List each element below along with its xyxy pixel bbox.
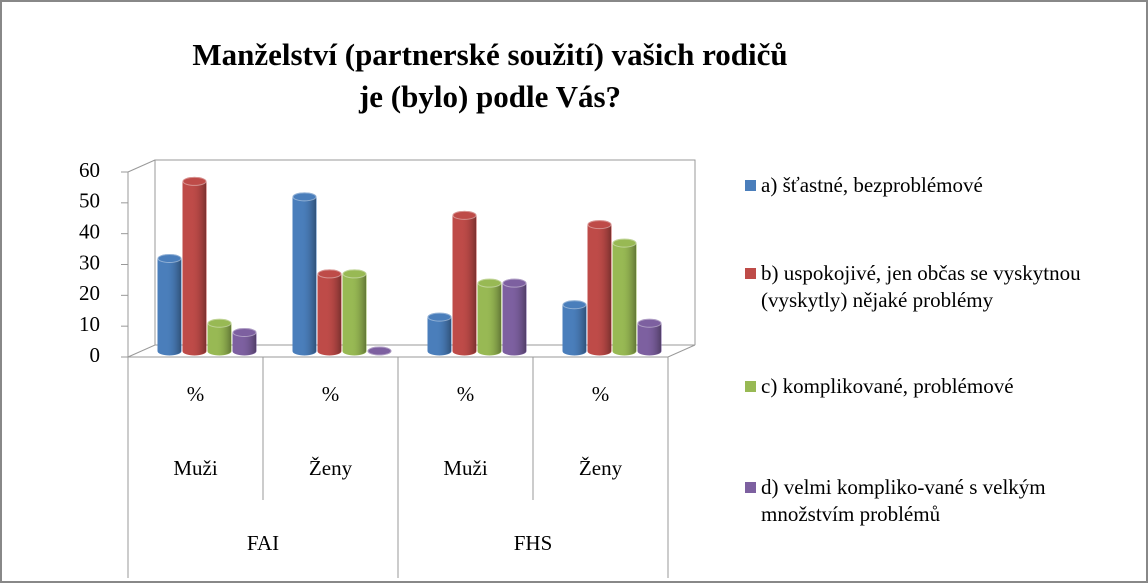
bar-top — [157, 254, 182, 263]
y-tick-label: 0 — [90, 343, 101, 367]
bar-top — [367, 346, 392, 356]
bar-shade — [503, 279, 526, 355]
bar-top — [587, 220, 612, 230]
bar-top — [342, 269, 367, 279]
x-subcategory-label: Ženy — [579, 456, 623, 480]
bar-top — [637, 318, 662, 328]
title-line: Manželství (partnerské soužití) vašich r… — [192, 37, 787, 72]
legend-label: b) uspokojivé, jen občas se vyskytnou (v… — [761, 261, 1081, 312]
x-tick-label: % — [322, 382, 340, 406]
x-tick-label: % — [592, 382, 610, 406]
legend-swatch — [745, 381, 756, 392]
y-tick-label: 60 — [79, 158, 100, 182]
bar-shade — [428, 313, 451, 355]
bar-shade — [183, 177, 206, 355]
back-wall — [154, 159, 696, 345]
y-tick-label: 10 — [79, 312, 100, 336]
bar-top — [427, 312, 452, 322]
x-tick-label: % — [457, 382, 475, 406]
bar-shade — [563, 300, 586, 355]
legend-swatch — [745, 180, 756, 191]
bar-shade — [638, 319, 661, 355]
legend-swatch — [745, 482, 756, 493]
bar-top — [232, 328, 257, 337]
x-group-label: FAI — [247, 531, 279, 555]
bar-top — [317, 269, 342, 279]
x-subcategory-label: Ženy — [309, 456, 353, 480]
bar-top — [452, 210, 477, 220]
title-line: je (bylo) podle Vás? — [358, 79, 621, 114]
bar-shade — [478, 279, 501, 355]
legend-label: a) šťastné, bezproblémové — [761, 173, 983, 197]
floor — [127, 344, 696, 358]
bar-top — [612, 238, 637, 248]
x-tick-label: % — [187, 382, 205, 406]
bar-top — [502, 278, 527, 288]
bar-shade — [158, 254, 181, 355]
bar-top — [207, 318, 232, 328]
legend-label: d) velmi kompliko-vané s velkým množství… — [761, 475, 1046, 526]
y-tick-label: 20 — [79, 281, 100, 305]
bar-top — [182, 176, 207, 186]
legend-entry: d) velmi kompliko-vané s velkým množství… — [745, 474, 1135, 528]
legend-label: c) komplikované, problémové — [761, 374, 1014, 398]
x-subcategory-label: Muži — [443, 456, 487, 480]
legend-swatch — [745, 268, 756, 279]
x-subcategory-label: Muži — [173, 456, 217, 480]
bar-top — [562, 300, 587, 310]
bar-shade — [208, 319, 231, 355]
y-tick-label: 40 — [79, 219, 100, 243]
legend-entry: a) šťastné, bezproblémové — [745, 172, 1135, 199]
y-tick-label: 50 — [79, 189, 100, 213]
legend-entry: b) uspokojivé, jen občas se vyskytnou (v… — [745, 260, 1135, 314]
bar-shade — [613, 239, 636, 355]
bar-top — [477, 278, 502, 288]
bar-top — [292, 192, 317, 202]
chart-title: Manželství (partnerské soužití) vašich r… — [192, 37, 787, 114]
y-tick-label: 30 — [79, 250, 100, 274]
bar-shade — [293, 192, 316, 355]
bar-shade — [453, 211, 476, 355]
bar-shade — [588, 220, 611, 355]
x-group-label: FHS — [514, 531, 553, 555]
bar-shade — [318, 269, 341, 355]
legend-entry: c) komplikované, problémové — [745, 373, 1135, 400]
bar-shade — [343, 269, 366, 355]
